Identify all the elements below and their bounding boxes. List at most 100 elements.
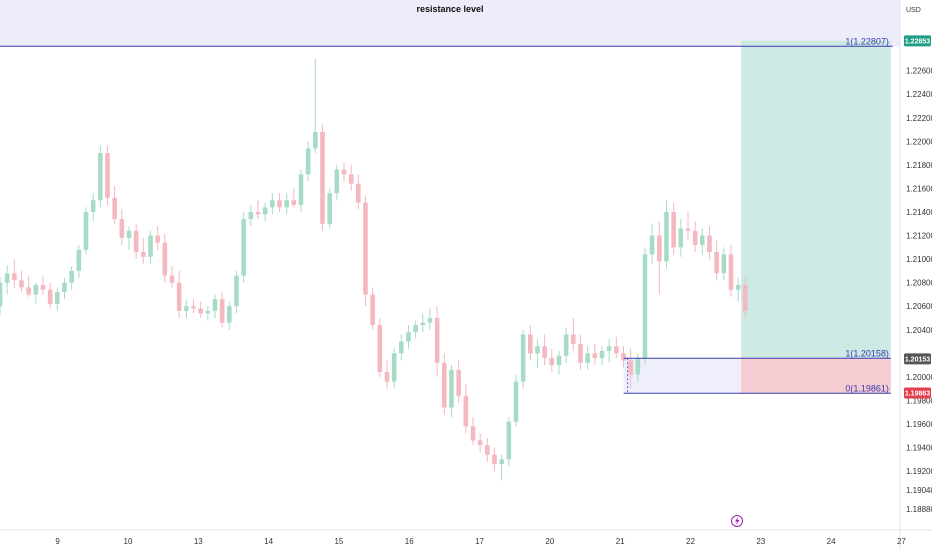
candle-body: [305, 148, 311, 175]
candle-body: [105, 153, 110, 198]
y-tick-label: 1.19200: [906, 467, 932, 476]
candle-body: [284, 200, 289, 208]
candle-body: [692, 230, 698, 245]
candle-body: [599, 350, 605, 359]
candle-body: [241, 219, 246, 276]
candle-body: [40, 285, 46, 290]
x-tick-label: 13: [194, 537, 203, 546]
y-tick-label: 1.21600: [906, 184, 932, 193]
candle-body: [198, 308, 203, 314]
candle-body: [133, 230, 139, 253]
candle-body: [743, 285, 748, 311]
candle-body: [470, 426, 476, 441]
candle-body: [728, 254, 734, 290]
candle-body: [313, 131, 318, 149]
y-tick-label: 1.19400: [906, 444, 932, 453]
candle-body: [649, 235, 655, 255]
candle-body: [671, 212, 676, 248]
y-tick-label: 1.21200: [906, 232, 932, 241]
currency-label: USD: [906, 7, 921, 14]
x-tick-label: 16: [405, 537, 414, 546]
candle-body: [556, 355, 562, 366]
candle-body: [377, 325, 383, 373]
x-tick-label: 22: [686, 537, 695, 546]
candle-body: [592, 353, 598, 359]
candle-body: [155, 235, 160, 243]
y-tick-label: 1.21400: [906, 208, 932, 217]
price-badge-label: 1.19863: [905, 391, 930, 398]
y-tick-label: 1.18880: [906, 505, 932, 514]
candle-body: [563, 334, 569, 356]
candle-body: [126, 230, 132, 238]
candle-body: [578, 343, 583, 363]
candle-body: [427, 318, 433, 323]
candle-body: [327, 193, 332, 224]
candle-body: [506, 421, 512, 460]
candle-body: [413, 325, 418, 333]
candle-body: [700, 235, 705, 245]
candle-body: [141, 252, 146, 257]
x-tick-label: 9: [55, 537, 60, 546]
candle-body: [148, 235, 153, 257]
y-tick-label: 1.20400: [906, 326, 932, 335]
candle-body: [0, 282, 3, 307]
candle-body: [162, 242, 168, 276]
candle-body: [47, 289, 53, 304]
x-tick-label: 20: [545, 537, 554, 546]
lightning-event-icon[interactable]: [731, 515, 743, 527]
candle-body: [714, 252, 719, 274]
target-zone[interactable]: [741, 40, 891, 359]
candle-body: [90, 200, 96, 212]
candle-body: [33, 285, 39, 295]
candle-body: [270, 200, 275, 208]
candle-body: [26, 287, 31, 295]
price-badge-label: 1.20153: [905, 356, 930, 363]
candle-body: [485, 445, 490, 455]
candle-body: [212, 299, 218, 311]
candle-body: [642, 254, 648, 359]
candle-body: [19, 280, 24, 288]
x-tick-label: 14: [264, 537, 273, 546]
candle-body: [628, 360, 633, 375]
candle-body: [721, 254, 727, 274]
price-badge-label: 1.22853: [905, 38, 930, 45]
candle-body: [657, 235, 662, 262]
candle-body: [255, 212, 261, 215]
candle-body: [184, 306, 189, 311]
candle-body: [391, 353, 397, 382]
entry-range-zone[interactable]: [623, 358, 742, 394]
candle-body: [571, 334, 576, 344]
y-tick-label: 1.20800: [906, 279, 932, 288]
candle-body: [635, 358, 641, 375]
candle-body: [492, 454, 497, 465]
candle-body: [528, 334, 533, 354]
candle-body: [406, 332, 411, 342]
candle-body: [463, 395, 469, 427]
candle-body: [76, 249, 82, 271]
candle-body: [277, 200, 282, 208]
y-tick-label: 1.22200: [906, 114, 932, 123]
candle-body: [735, 285, 741, 290]
candle-body: [685, 228, 691, 231]
candle-body: [219, 299, 225, 323]
candle-body: [678, 228, 684, 248]
y-tick-label: 1.20600: [906, 302, 932, 311]
candle-body: [176, 282, 182, 311]
candle-body: [535, 346, 540, 354]
y-tick-label: 1.19800: [906, 396, 932, 405]
candle-body: [513, 381, 519, 422]
candle-body: [98, 153, 103, 201]
x-tick-label: 15: [334, 537, 343, 546]
candle-body: [456, 369, 461, 396]
candle-body: [298, 174, 304, 205]
candle-body: [334, 169, 340, 194]
candle-body: [384, 372, 390, 382]
candle-body: [348, 174, 354, 184]
stop-zone[interactable]: [741, 358, 891, 394]
candle-body: [248, 212, 254, 220]
candle-body: [370, 294, 375, 326]
x-tick-label: 10: [124, 537, 133, 546]
candle-body: [585, 353, 590, 363]
candle-body: [399, 341, 404, 354]
